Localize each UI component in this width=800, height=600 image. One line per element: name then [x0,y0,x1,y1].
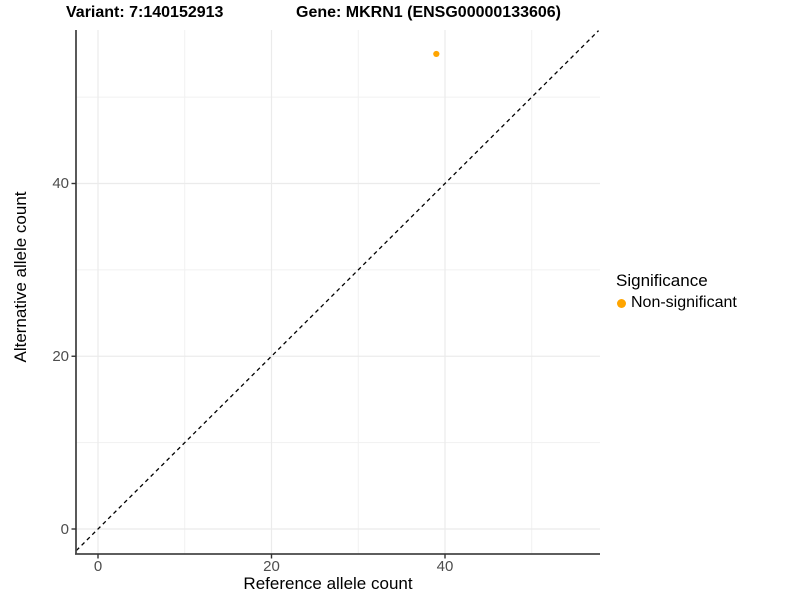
y-axis-title: Alternative allele count [11,191,30,363]
axis-tick-marks [71,182,446,559]
plot-title-gene: Gene: MKRN1 (ENSG00000133606) [296,4,562,21]
y-tick-label: 20 [52,347,69,365]
scatter-point [433,50,440,58]
x-axis-title: Reference allele count [243,574,413,593]
axis-lines [75,30,600,555]
x-tick-label: 40 [436,558,454,575]
legend-item-non-significant: Non-significant [617,294,737,312]
data-points [433,50,440,58]
non-significant-point-icon [617,298,626,308]
y-tick-label: 0 [60,520,69,538]
legend-title: Significance [616,271,708,290]
plot-title-variant: Variant: 7:140152913 [66,4,224,21]
y-tick-label: 40 [52,175,69,192]
major-gridlines [76,30,600,554]
x-tick-label: 20 [263,558,280,575]
legend: Significance Non-significant [616,271,737,312]
identity-dashed-line [75,30,600,552]
x-tick-label: 0 [93,558,103,575]
legend-item-label: Non-significant [631,294,737,311]
minor-gridlines [76,30,600,554]
